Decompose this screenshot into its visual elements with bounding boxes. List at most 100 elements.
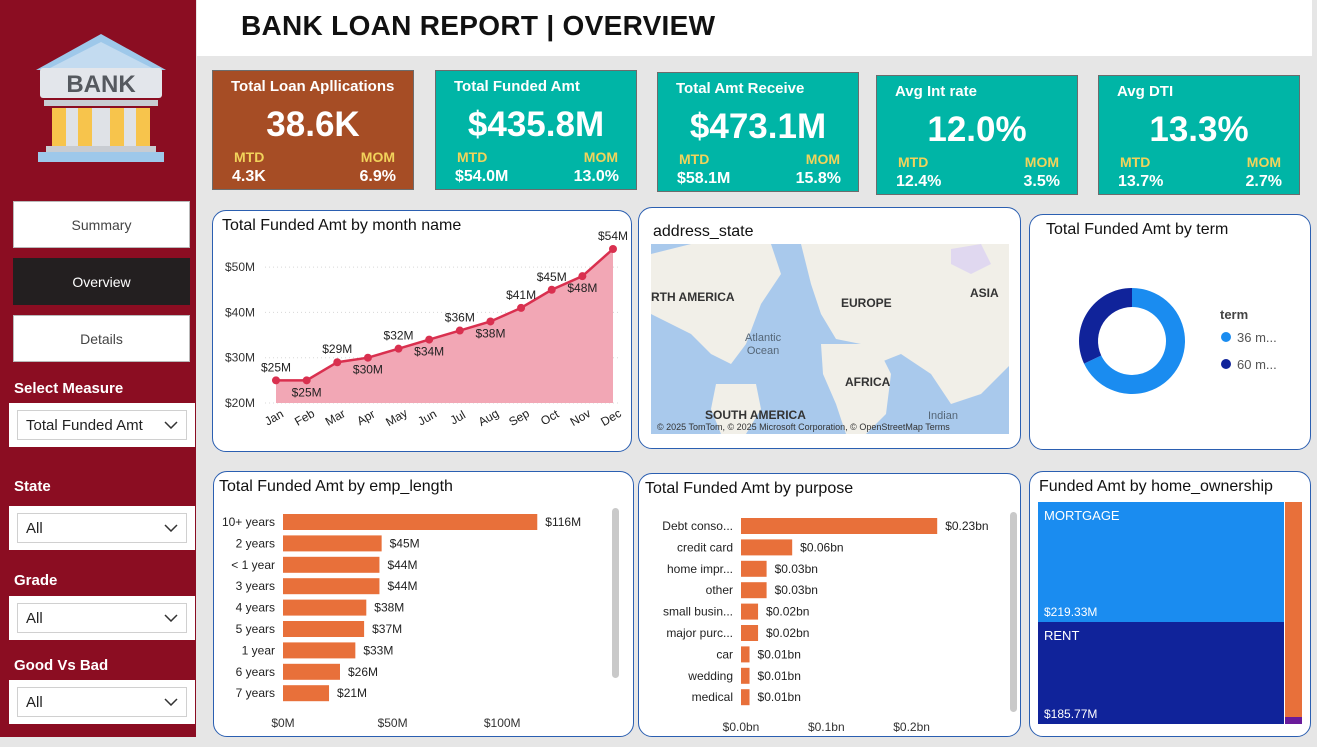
bar-category-label: home impr... <box>667 562 733 576</box>
bar-value-label: $0.01bn <box>758 647 801 661</box>
state-label: State <box>14 478 51 495</box>
bar-value-label: $0.03bn <box>775 562 818 576</box>
bar-value-label: $37M <box>372 622 402 636</box>
bar-category-label: < 1 year <box>231 558 275 572</box>
data-point <box>333 358 342 367</box>
x-tick-label: $0.0bn <box>723 720 760 734</box>
legend-marker <box>1221 332 1231 342</box>
purpose-chart-panel[interactable]: Total Funded Amt by purpose Debt conso..… <box>638 473 1021 737</box>
data-point <box>394 344 403 353</box>
treemap-cell-other[interactable] <box>1285 502 1302 717</box>
bar <box>741 518 938 534</box>
map-label-africa: AFRICA <box>845 375 891 389</box>
x-tick-label: Jul <box>448 408 468 428</box>
data-label: $48M <box>567 281 597 295</box>
kpi-total-funded-amt[interactable]: Total Funded Amt $435.8M MTD MOM $54.0M … <box>435 70 637 190</box>
grade-value: All <box>26 609 43 627</box>
data-point <box>455 326 464 335</box>
state-dropdown[interactable]: All <box>9 506 195 550</box>
x-tick-label: $0.1bn <box>808 720 845 734</box>
term-chart-panel[interactable]: Total Funded Amt by term term 36 m... 60 m… <box>1029 214 1311 450</box>
bar-category-label: 1 year <box>242 643 275 657</box>
good-vs-bad-dropdown[interactable]: All <box>9 680 195 724</box>
bar <box>741 560 767 577</box>
treemap-cell-own[interactable] <box>1285 717 1302 724</box>
title-bar: BANK LOAN REPORT | OVERVIEW <box>197 0 1312 56</box>
x-tick-label: $50M <box>378 716 408 730</box>
bar-category-label: other <box>706 583 733 597</box>
map-label-south-america: SOUTH AMERICA <box>705 408 806 422</box>
kpi-value: $473.1M <box>689 107 827 146</box>
bar-value-label: $0.01bn <box>758 690 801 704</box>
grade-dropdown[interactable]: All <box>9 596 195 640</box>
kpi-mom-value: 13.0% <box>573 168 619 185</box>
chevron-down-icon <box>164 614 178 622</box>
select-measure-label: Select Measure <box>14 380 124 397</box>
legend-marker <box>1221 359 1231 369</box>
emp-length-chart-panel[interactable]: Total Funded Amt by emp_length 10+ years… <box>213 471 634 737</box>
kpi-avg-dti[interactable]: Avg DTI 13.3% MTD MOM 13.7% 2.7% <box>1098 75 1300 195</box>
svg-text:BANK: BANK <box>66 71 136 98</box>
data-label: $25M <box>261 360 291 374</box>
bar <box>283 556 380 573</box>
kpi-title: Total Amt Receive <box>676 80 805 97</box>
data-label: $29M <box>322 342 352 356</box>
kpi-mtd-label: MTD <box>234 149 265 165</box>
x-tick-label: Mar <box>323 406 348 428</box>
bar <box>283 599 367 616</box>
home-ownership-chart-panel[interactable]: Funded Amt by home_ownership MORTGAGE $2… <box>1029 471 1311 737</box>
kpi-value: 12.0% <box>927 110 1027 149</box>
kpi-mom-label: MOM <box>805 151 840 167</box>
map-credit: © 2025 TomTom, © 2025 Microsoft Corporat… <box>657 422 950 432</box>
y-tick-label: $40M <box>225 305 255 319</box>
bar-category-label: 5 years <box>236 622 275 636</box>
select-measure-dropdown[interactable]: Total Funded Amt <box>9 403 195 447</box>
kpi-total-loan-applications[interactable]: Total Loan Apllications 38.6K MTD MOM 4.… <box>212 70 414 190</box>
kpi-title: Total Funded Amt <box>454 78 580 95</box>
data-label: $54M <box>598 229 628 243</box>
kpi-title: Avg Int rate <box>895 83 977 100</box>
x-tick-label: Jan <box>262 407 286 429</box>
bar <box>741 689 750 706</box>
data-label: $41M <box>506 288 536 302</box>
kpi-mom-label: MOM <box>360 149 395 165</box>
state-value: All <box>26 519 43 537</box>
kpi-total-amt-received[interactable]: Total Amt Receive $473.1M MTD MOM $58.1M… <box>657 72 859 192</box>
month-chart-panel[interactable]: Total Funded Amt by month name $20M $30M $… <box>212 210 632 452</box>
bar-value-label: $44M <box>387 558 417 572</box>
bar <box>741 603 759 620</box>
nav-summary-button[interactable]: Summary <box>13 201 190 248</box>
y-tick-label: $30M <box>225 351 255 365</box>
nav-overview-button[interactable]: Overview <box>13 258 190 305</box>
bar-category-label: Debt conso... <box>662 519 733 533</box>
kpi-title: Total Loan Apllications <box>231 78 395 95</box>
data-point <box>486 317 495 326</box>
chevron-down-icon <box>164 524 178 532</box>
purpose-scrollbar[interactable] <box>1010 512 1017 712</box>
data-label: $36M <box>445 311 475 325</box>
term-chart-title: Total Funded Amt by term <box>1046 221 1229 238</box>
donut-slice <box>1084 288 1185 394</box>
nav-details-button[interactable]: Details <box>13 315 190 362</box>
emp-length-scrollbar[interactable] <box>612 508 619 678</box>
kpi-mom-label: MOM <box>1246 154 1281 170</box>
bar-category-label: 6 years <box>236 665 275 679</box>
bar-value-label: $0.06bn <box>800 540 843 554</box>
bar-category-label: small busin... <box>663 605 733 619</box>
x-tick-label: $0M <box>271 716 294 730</box>
grade-label: Grade <box>14 572 58 589</box>
x-tick-label: Dec <box>598 406 623 429</box>
map-panel[interactable]: address_state RTH AMERICA EUROPE ASIA AF… <box>638 207 1021 449</box>
kpi-avg-int-rate[interactable]: Avg Int rate 12.0% MTD MOM 12.4% 3.5% <box>876 75 1078 195</box>
bar <box>283 663 340 680</box>
map-title: address_state <box>653 223 754 240</box>
treemap-cell-mortgage[interactable]: MORTGAGE $219.33M <box>1038 502 1284 622</box>
kpi-mtd-value: 13.7% <box>1118 173 1164 190</box>
world-map[interactable]: RTH AMERICA EUROPE ASIA AFRICA SOUTH AME… <box>651 244 1009 434</box>
data-label: $32M <box>384 329 414 343</box>
bar-category-label: 2 years <box>236 536 275 550</box>
bar <box>283 535 382 552</box>
treemap-cell-rent[interactable]: RENT $185.77M <box>1038 622 1284 724</box>
data-point <box>302 376 311 385</box>
x-tick-label: Oct <box>538 406 562 428</box>
